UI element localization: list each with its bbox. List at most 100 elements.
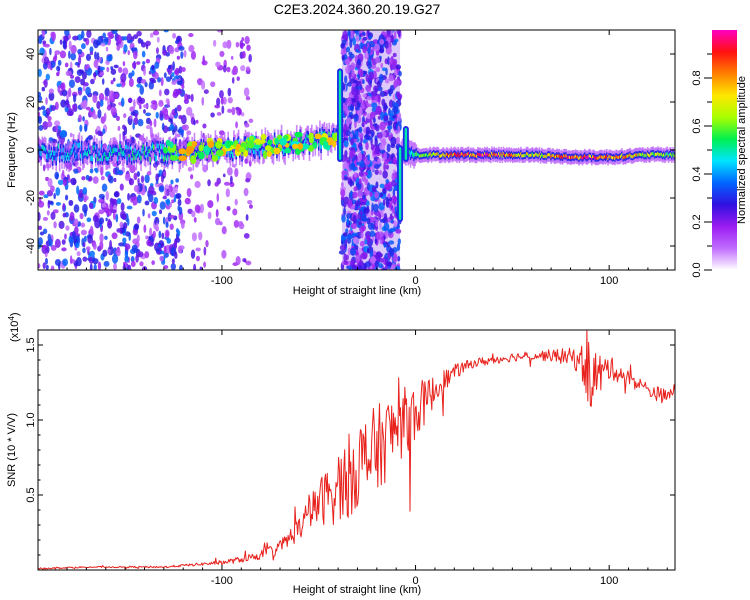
ridge-core xyxy=(625,154,628,158)
ridge-core xyxy=(206,154,209,159)
noise-speck xyxy=(162,195,168,200)
noise-speck xyxy=(152,230,156,239)
snr-series-line xyxy=(38,330,675,570)
noise-speck xyxy=(392,114,397,119)
noise-speck xyxy=(248,54,252,63)
noise-speck xyxy=(348,72,352,80)
noise-speck xyxy=(362,93,367,98)
noise-speck xyxy=(176,55,181,60)
ridge-core xyxy=(615,155,617,159)
ridge-core xyxy=(226,150,228,155)
ridge-core xyxy=(439,154,442,158)
ridge-core xyxy=(121,151,124,157)
noise-speck xyxy=(372,117,376,123)
noise-speck xyxy=(357,152,363,162)
noise-speck xyxy=(351,88,357,96)
ridge-core xyxy=(450,152,453,156)
noise-speck xyxy=(145,125,152,130)
ridge-blob xyxy=(279,137,287,146)
ridge-core xyxy=(453,152,456,156)
noise-speck xyxy=(119,221,124,229)
snr-y-tick-label: 1.5 xyxy=(25,337,37,352)
noise-speck xyxy=(229,175,233,185)
noise-speck xyxy=(240,65,246,72)
noise-speck xyxy=(65,98,70,108)
ridge-core xyxy=(257,147,260,152)
noise-speck xyxy=(143,104,149,109)
ridge-core xyxy=(409,151,412,157)
ridge-core xyxy=(660,152,663,156)
noise-speck xyxy=(397,112,402,122)
ridge-core xyxy=(595,156,598,160)
ridge-core xyxy=(151,143,154,149)
noise-speck xyxy=(394,69,398,76)
ridge-core xyxy=(232,152,234,158)
noise-speck xyxy=(363,134,371,140)
noise-speck xyxy=(82,85,86,92)
ridge-core xyxy=(156,143,159,148)
ridge-core xyxy=(221,140,224,147)
ridge-core xyxy=(44,147,47,152)
noise-speck xyxy=(155,111,159,119)
noise-speck xyxy=(382,198,386,206)
ridge-core xyxy=(123,152,126,157)
noise-speck xyxy=(70,44,77,54)
ridge-core xyxy=(456,154,458,158)
ridge-blob xyxy=(308,132,314,140)
noise-speck xyxy=(391,207,396,215)
noise-speck xyxy=(62,40,67,49)
ridge-core xyxy=(99,157,102,162)
noise-speck xyxy=(116,34,122,45)
noise-speck xyxy=(216,112,222,116)
noise-speck xyxy=(341,214,346,223)
ridge-core xyxy=(629,153,631,157)
ridge-core xyxy=(487,153,490,157)
noise-speck xyxy=(359,33,362,37)
ridge-core xyxy=(67,152,69,157)
noise-speck xyxy=(341,54,345,61)
noise-speck xyxy=(155,222,159,231)
noise-speck xyxy=(195,119,199,124)
noise-speck xyxy=(199,203,205,214)
noise-speck xyxy=(39,231,45,236)
noise-speck xyxy=(226,205,231,212)
noise-speck xyxy=(365,126,371,135)
noise-speck xyxy=(116,45,120,51)
ridge-blob xyxy=(215,140,222,149)
ridge-core xyxy=(422,153,425,157)
noise-speck xyxy=(201,80,206,90)
noise-speck xyxy=(179,264,183,270)
noise-speck xyxy=(149,227,153,237)
noise-speck xyxy=(380,111,384,121)
ridge-blob xyxy=(326,137,334,146)
ridge-core xyxy=(63,155,66,162)
ridge-core xyxy=(565,154,568,158)
ridge-core xyxy=(554,155,557,159)
ridge-blob xyxy=(239,146,245,153)
ridge-core xyxy=(582,155,585,159)
ridge-core xyxy=(116,156,119,162)
noise-speck xyxy=(373,203,379,213)
noise-speck xyxy=(205,240,209,248)
noise-speck xyxy=(103,112,107,122)
noise-speck xyxy=(346,212,352,219)
noise-speck xyxy=(222,173,226,178)
ridge-core xyxy=(472,152,475,156)
noise-speck xyxy=(175,228,179,234)
noise-speck xyxy=(347,199,353,209)
noise-speck xyxy=(396,136,400,144)
noise-speck xyxy=(89,263,93,270)
noise-speck xyxy=(66,110,74,117)
ridge-core xyxy=(573,155,576,159)
ridge-core xyxy=(98,150,101,157)
noise-speck xyxy=(375,50,380,56)
ridge-core xyxy=(551,153,554,157)
ridge-core xyxy=(527,152,529,156)
ridge-core xyxy=(46,153,48,159)
ridge-core xyxy=(593,155,595,159)
ridge-core xyxy=(56,149,59,153)
ridge-core xyxy=(617,156,620,160)
noise-speck xyxy=(79,124,83,132)
ridge-core xyxy=(564,154,566,158)
